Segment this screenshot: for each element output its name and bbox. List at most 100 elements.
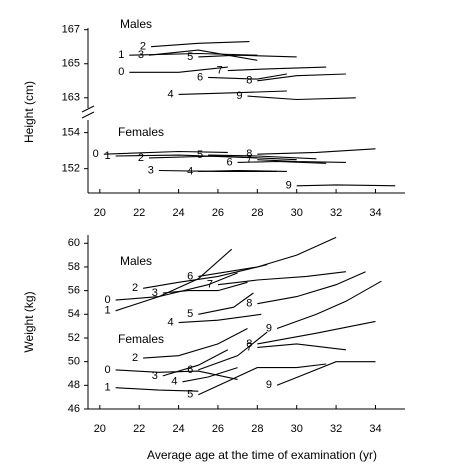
series-label: 7: [246, 341, 252, 353]
series-line: [296, 184, 396, 187]
series-label: 9: [266, 379, 272, 391]
x-tick-label: 32: [330, 423, 342, 435]
x-tick-label: 30: [291, 423, 303, 435]
group-label: Females: [118, 332, 164, 346]
y-tick-label: 60: [68, 237, 80, 249]
series-line: [257, 271, 366, 305]
series-label: 7: [207, 279, 213, 291]
series-label: 2: [138, 152, 144, 164]
series-label: 5: [187, 51, 193, 63]
series-line: [178, 90, 287, 95]
series-line: [148, 49, 258, 61]
series-label: 8: [246, 298, 252, 310]
series-line: [178, 313, 262, 324]
series-label: 0: [93, 148, 99, 160]
y-axis-label: Weight (kg): [22, 291, 36, 352]
series-label: 3: [138, 49, 144, 61]
series-line: [208, 154, 317, 160]
group-label: Females: [118, 125, 164, 139]
series-line: [257, 320, 376, 345]
series-line: [217, 271, 346, 286]
x-tick-label: 26: [212, 423, 224, 435]
series-label: 0: [118, 66, 124, 78]
y-tick-label: 167: [62, 24, 80, 36]
x-tick-label: 34: [369, 207, 381, 219]
x-tick-label: 28: [251, 423, 263, 435]
y-tick-label: 52: [68, 332, 80, 344]
series-line: [257, 159, 346, 163]
x-tick-label: 28: [251, 207, 263, 219]
x-tick-label: 26: [212, 207, 224, 219]
series-label: 1: [104, 150, 110, 162]
axis-break: [81, 111, 95, 119]
series-label: 4: [167, 316, 173, 328]
y-tick-label: 50: [68, 356, 80, 368]
series-line: [198, 331, 268, 371]
series-label: 6: [197, 71, 203, 83]
y-tick-label: 165: [62, 58, 80, 70]
series-line: [115, 387, 199, 392]
series-label: 6: [187, 270, 193, 282]
x-tick-label: 24: [172, 423, 184, 435]
series-label: 9: [266, 322, 272, 334]
axis-break: [81, 105, 95, 113]
series-line: [198, 54, 297, 58]
series-label: 2: [132, 352, 138, 364]
series-line: [227, 66, 327, 72]
y-tick-label: 56: [68, 285, 80, 297]
series-line: [162, 281, 248, 294]
group-label: Males: [120, 17, 152, 31]
series-label: 2: [132, 282, 138, 294]
x-tick-label: 22: [133, 423, 145, 435]
series-label: 0: [104, 364, 110, 376]
series-label: 5: [187, 308, 193, 320]
series-line: [182, 367, 238, 383]
y-tick-label: 46: [68, 403, 80, 415]
y-axis-label: Height (cm): [22, 81, 36, 143]
series-label: 1: [118, 49, 124, 61]
y-tick-label: 58: [68, 261, 80, 273]
series-label: 6: [187, 364, 193, 376]
series-line: [276, 361, 376, 386]
series-line: [148, 155, 297, 161]
series-line: [237, 160, 327, 164]
x-tick-label: 34: [369, 423, 381, 435]
x-tick-label: 20: [94, 207, 106, 219]
x-tick-label: 24: [172, 207, 184, 219]
y-tick-label: 54: [68, 308, 80, 320]
series-line: [198, 363, 327, 396]
x-tick-label: 22: [133, 207, 145, 219]
series-label: 5: [197, 149, 203, 161]
x-tick-label: 32: [330, 207, 342, 219]
series-line: [257, 148, 376, 155]
series-line: [208, 73, 287, 80]
series-line: [276, 280, 382, 330]
series-line: [162, 349, 229, 377]
series-line: [103, 150, 228, 155]
series-label: 1: [104, 382, 110, 394]
series-label: 3: [148, 164, 154, 176]
series-label: 9: [236, 90, 242, 102]
series-label: 4: [171, 376, 177, 388]
series-label: 3: [152, 370, 158, 382]
series-line: [257, 343, 346, 351]
series-label: 2: [140, 41, 146, 53]
x-tick-label: 30: [291, 207, 303, 219]
y-tick-label: 163: [62, 92, 80, 104]
series-label: 7: [246, 154, 252, 166]
series-line: [150, 41, 250, 48]
y-tick-label: 154: [62, 127, 80, 139]
y-tick-label: 152: [62, 163, 80, 175]
series-label: 7: [217, 64, 223, 76]
series-label: 4: [187, 165, 193, 177]
series-line: [198, 292, 254, 315]
series-line: [257, 73, 346, 82]
series-label: 8: [246, 148, 252, 160]
series-label: 6: [227, 156, 233, 168]
series-label: 3: [152, 287, 158, 299]
series-label: 1: [104, 305, 110, 317]
y-tick-label: 48: [68, 379, 80, 391]
x-tick-label: 20: [94, 423, 106, 435]
series-line: [129, 66, 228, 73]
